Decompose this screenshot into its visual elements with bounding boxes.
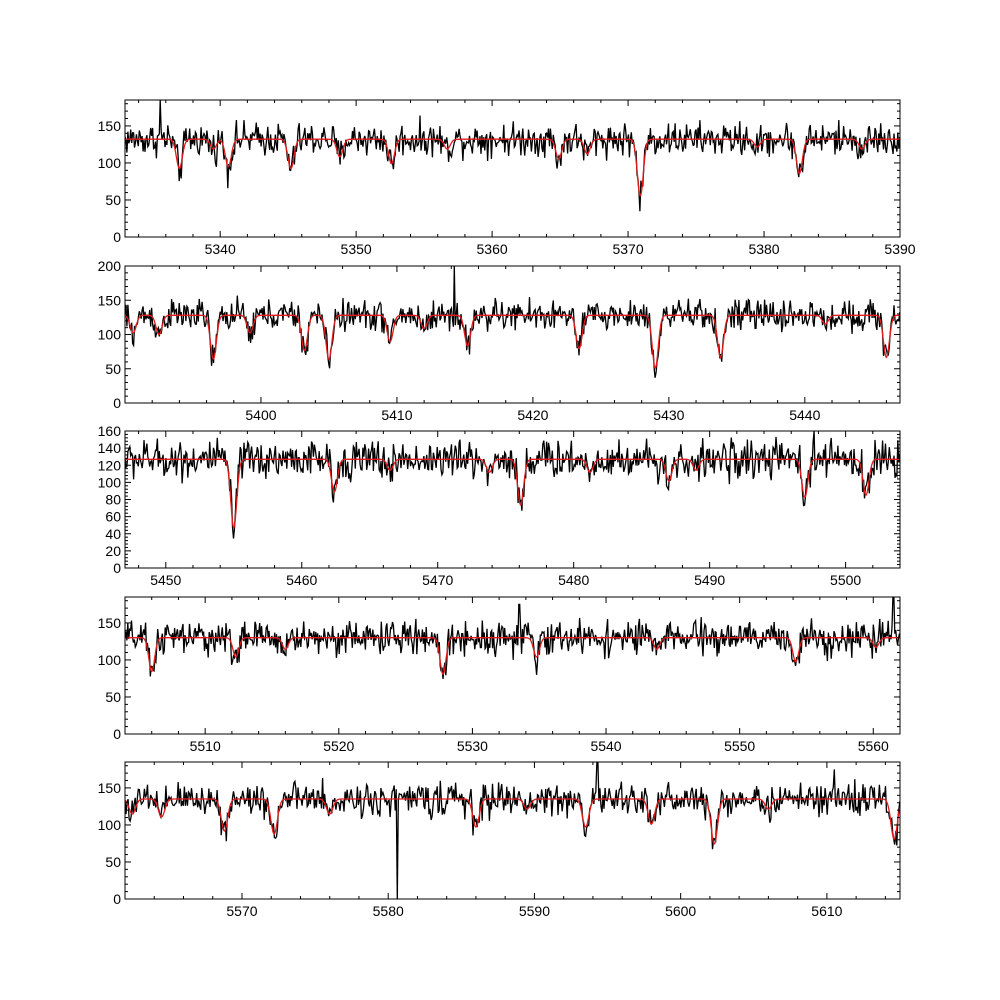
x-tick-label: 5510 (190, 738, 221, 754)
observed-spectrum-line (125, 266, 900, 378)
y-tick-label: 100 (98, 155, 122, 171)
observed-spectrum-line (125, 431, 900, 539)
x-tick-label: 5610 (811, 903, 842, 919)
x-tick-label: 5350 (341, 241, 372, 257)
x-tick-label: 5390 (884, 241, 915, 257)
x-tick-label: 5560 (858, 738, 889, 754)
y-tick-label: 50 (105, 854, 121, 870)
observed-spectrum-line (125, 100, 900, 212)
x-tick-label: 5540 (590, 738, 621, 754)
y-tick-label: 80 (105, 492, 121, 508)
axes-frame (124, 99, 901, 238)
x-tick-label: 5440 (789, 407, 820, 423)
spectrum-panel-2: 5400 5410 5420 5430 5440 0 50 100 150 200 (98, 258, 901, 423)
x-tick-label: 5520 (323, 738, 354, 754)
y-tick-label: 0 (113, 395, 121, 411)
x-tick-label: 5430 (653, 407, 684, 423)
y-tick-label: 0 (113, 229, 121, 245)
y-tick-label: 150 (98, 118, 122, 134)
y-tick-label: 150 (98, 615, 122, 631)
y-tick-label: 20 (105, 543, 121, 559)
x-tick-label: 5380 (748, 241, 779, 257)
x-tick-label: 5360 (477, 241, 508, 257)
x-tick-label: 5580 (373, 903, 404, 919)
x-tick-label: 5400 (245, 407, 276, 423)
x-tick-label: 5600 (665, 903, 696, 919)
y-tick-label: 0 (113, 560, 121, 576)
y-tick-label: 100 (98, 327, 122, 343)
y-tick-label: 100 (98, 474, 122, 490)
model-spectrum-line (125, 637, 900, 676)
model-spectrum-line (125, 798, 900, 845)
x-tick-label: 5460 (286, 572, 317, 588)
spectrum-panel-5: 5570 5580 5590 5600 5610 0 50 100 150 (98, 761, 901, 919)
y-tick-label: 150 (98, 292, 122, 308)
y-tick-label: 200 (98, 258, 122, 274)
x-tick-label: 5420 (517, 407, 548, 423)
x-tick-label: 5340 (205, 241, 236, 257)
x-tick-label: 5590 (519, 903, 550, 919)
x-tick-label: 5450 (150, 572, 181, 588)
y-tick-label: 100 (98, 652, 122, 668)
y-tick-label: 60 (105, 509, 121, 525)
x-tick-label: 5480 (558, 572, 589, 588)
spectrum-panel-4: 5510 5520 5530 5540 5550 5560 0 50 100 150 (98, 596, 901, 754)
y-tick-label: 120 (98, 457, 122, 473)
spectrum-panel-1: 5340 5350 5360 5370 5380 5390 0 50 100 150 (98, 99, 916, 257)
x-tick-label: 5550 (724, 738, 755, 754)
x-tick-label: 5570 (226, 903, 257, 919)
x-tick-label: 5490 (694, 572, 725, 588)
y-tick-label: 0 (113, 726, 121, 742)
observed-spectrum-line (125, 762, 900, 899)
y-tick-label: 50 (105, 361, 121, 377)
y-tick-label: 100 (98, 817, 122, 833)
y-tick-label: 160 (98, 423, 122, 439)
y-tick-label: 50 (105, 192, 121, 208)
model-spectrum-line (125, 138, 900, 197)
y-tick-label: 40 (105, 526, 121, 542)
axes-frame (124, 761, 901, 900)
y-tick-label: 0 (113, 891, 121, 907)
x-tick-label: 5470 (422, 572, 453, 588)
y-tick-label: 150 (98, 780, 122, 796)
axes-frame (124, 596, 901, 735)
spectrum-panel-3: 5450 5460 5470 5480 5490 55000204060801001201… (98, 423, 901, 588)
model-spectrum-line (125, 458, 900, 530)
x-tick-label: 5370 (612, 241, 643, 257)
x-tick-label: 5530 (457, 738, 488, 754)
model-spectrum-line (125, 314, 900, 370)
x-tick-label: 5500 (830, 572, 861, 588)
y-tick-label: 50 (105, 689, 121, 705)
x-tick-label: 5410 (381, 407, 412, 423)
y-tick-label: 140 (98, 440, 122, 456)
observed-spectrum-line (125, 597, 900, 680)
